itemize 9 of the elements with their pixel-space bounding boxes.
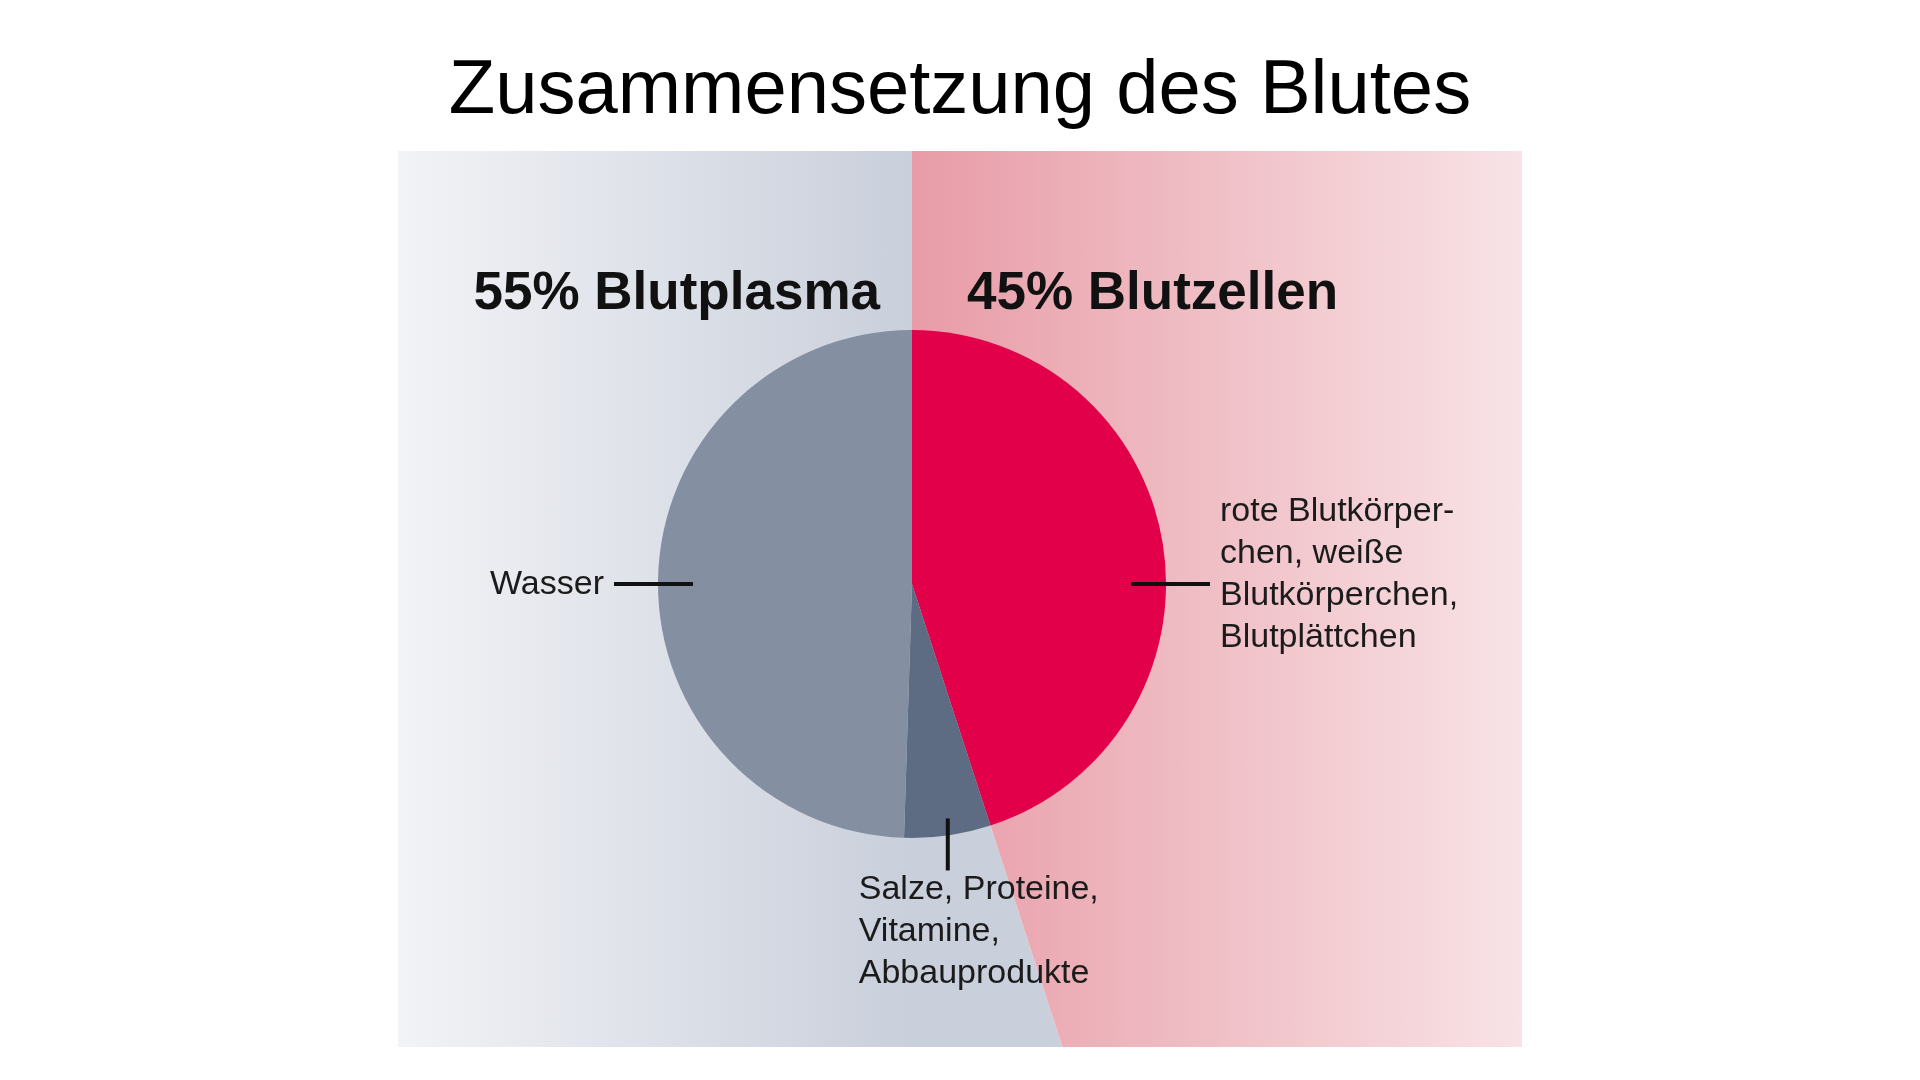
slice-label: rote Blutkörper- chen, weiße Blutkörperchen, Blutplättchen	[1220, 490, 1459, 654]
pie-slice	[912, 330, 1166, 826]
text: 55% Blutplasma	[473, 261, 881, 320]
text: 45% Blutzellen	[967, 261, 1339, 320]
pie-slice	[904, 584, 991, 838]
slice-label: Wasser	[490, 563, 604, 602]
pie-slice	[658, 330, 912, 838]
chart-title: Zusammensetzung des Blutes	[448, 44, 1472, 129]
slice-label: Salze, Proteine, Vitamine, Abbauprodukte	[858, 868, 1099, 991]
